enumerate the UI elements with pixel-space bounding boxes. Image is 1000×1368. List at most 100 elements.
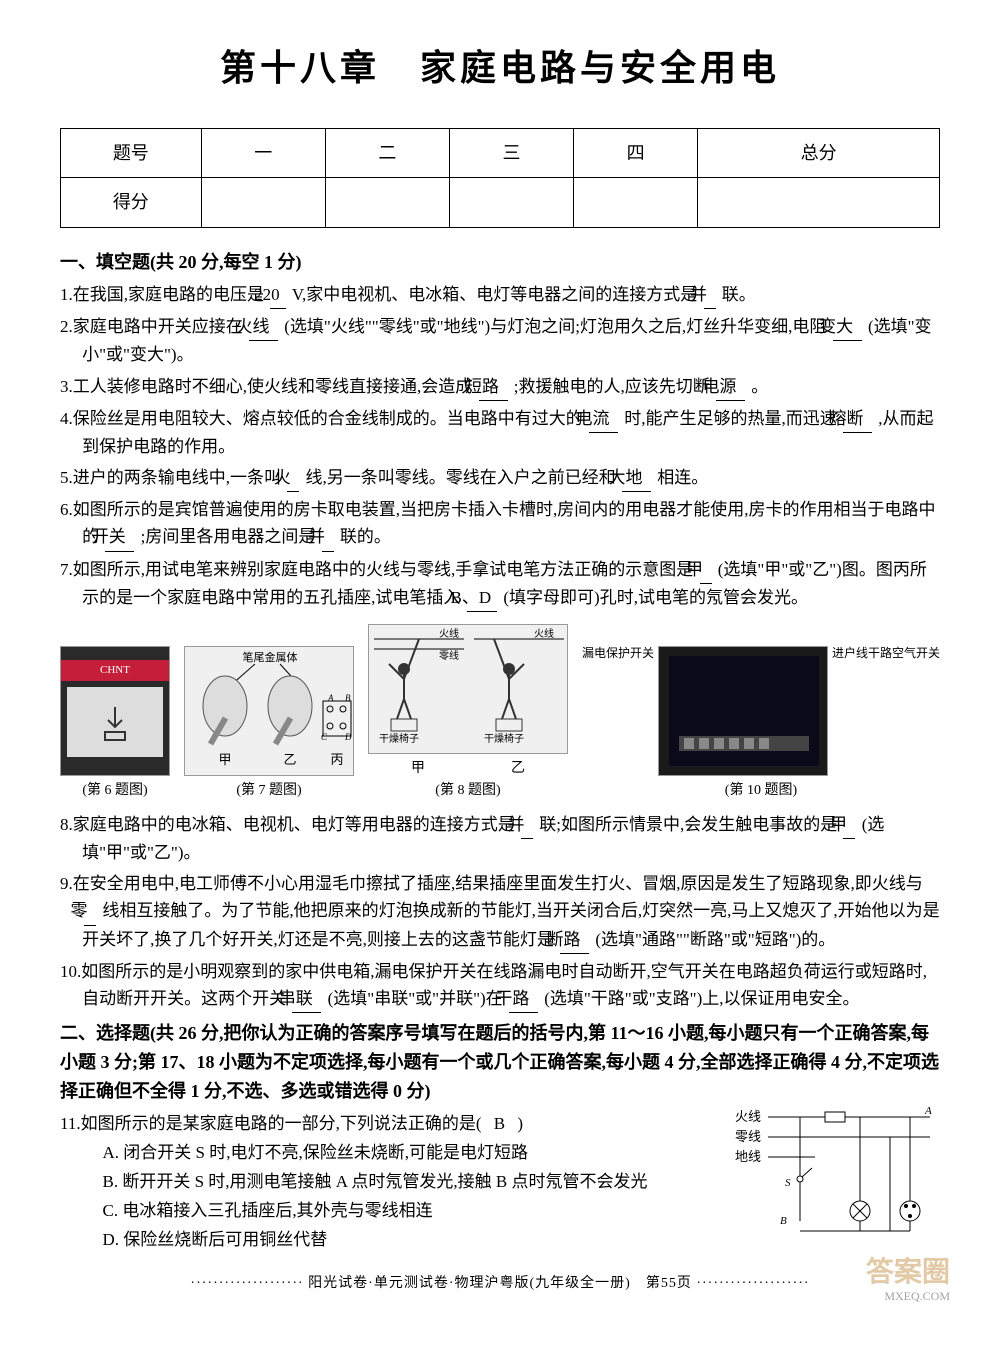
figure-8: 火线 零线 干燥椅子 火线 干燥椅子 甲 乙 (第 8 题图) [368, 624, 568, 803]
svg-text:乙: 乙 [283, 752, 296, 767]
figure-7: 笔尾金属体 A B C D 甲 乙 丙 (第 7 题图) [184, 646, 354, 802]
q-text: 线,另一条叫零线。零线在入户之前已经和 [306, 468, 616, 487]
svg-text:A: A [924, 1106, 932, 1117]
col-header: 三 [449, 128, 573, 178]
blank: 并 [521, 811, 533, 839]
blank: 电流 [589, 405, 618, 433]
question-5: 5.进户的两条输电线中,一条叫 火 线,另一条叫零线。零线在入户之前已经和 大地… [60, 464, 940, 492]
svg-text:S: S [785, 1177, 791, 1189]
q-num: 10. [60, 962, 81, 981]
blank: 甲 [700, 556, 712, 584]
page-footer: ···················· 阳光试卷·单元测试卷·物理沪粤版(九年… [60, 1273, 940, 1295]
question-8: 8.家庭电路中的电冰箱、电视机、电灯等用电器的连接方式是 并 联;如图所示情景中… [60, 811, 940, 866]
svg-text:干燥椅子: 干燥椅子 [484, 732, 524, 745]
blank: 并 [322, 523, 334, 551]
leakage-label: 漏电保护开关 [582, 646, 658, 660]
blank: 火线 [249, 313, 278, 341]
footer-text: 阳光试卷·单元测试卷·物理沪粤版(九年级全一册) 第55页 [308, 1276, 692, 1291]
figure-caption: (第 10 题图) [582, 780, 940, 802]
question-2: 2.家庭电路中开关应接在 火线 (选填"火线""零线"或"地线")与灯泡之间;灯… [60, 313, 940, 368]
question-4: 4.保险丝是用电阻较大、熔点较低的合金线制成的。当电路中有过大的 电流 时,能产… [60, 405, 940, 460]
col-header: 总分 [698, 128, 940, 178]
col-header: 题号 [61, 128, 202, 178]
svg-text:火线: 火线 [735, 1109, 761, 1124]
sub-caption: 甲 [411, 758, 425, 780]
svg-text:D: D [344, 732, 352, 742]
q-num: 4. [60, 409, 73, 428]
blank: 熔断 [843, 405, 872, 433]
q-text: 在安全用电中,电工师傅不小心用湿毛巾擦拭了插座,结果插座里面发生打火、冒烟,原因… [73, 874, 923, 893]
question-10: 10.如图所示的是小明观察到的家中供电箱,漏电保护开关在线路漏电时自动断开,空气… [60, 958, 940, 1013]
test-pen-diagram: 笔尾金属体 A B C D 甲 乙 丙 [184, 646, 354, 776]
q-text: 如图所示,用试电笔来辨别家庭电路中的火线与零线,手拿试电笔方法正确的示意图是 [73, 560, 694, 579]
circuit-icon: 火线 A 零线 地线 S B [730, 1106, 940, 1236]
figure-6: CHNT (第 6 题图) [60, 646, 170, 802]
breaker-box-icon [658, 646, 828, 776]
question-3: 3.工人装修电路时不细心,使火线和零线直接接通,会造成 短路 ;救援触电的人,应… [60, 373, 940, 401]
col-header: 四 [574, 128, 698, 178]
blank: 大地 [622, 464, 651, 492]
q-num: 9. [60, 874, 73, 893]
svg-text:A: A [327, 693, 334, 703]
figures-row: CHNT (第 6 题图) 笔尾金属体 A [60, 624, 940, 803]
q-text: (填字母即可)孔时,试电笔的氖管会发光。 [503, 588, 808, 607]
score-cell [698, 178, 940, 228]
figure-caption: (第 6 题图) [60, 780, 170, 802]
q-num: 2. [60, 317, 73, 336]
svg-text:火线: 火线 [439, 627, 459, 640]
svg-text:干燥椅子: 干燥椅子 [379, 732, 419, 745]
q-text: (选填"串联"或"并联")在 [328, 989, 503, 1008]
question-1: 1.在我国,家庭电路的电压是 220 V,家中电视机、电冰箱、电灯等电器之间的连… [60, 281, 940, 309]
q-num: 8. [60, 815, 73, 834]
q-text: 如图所示的是某家庭电路的一部分,下列说法正确的是( [81, 1114, 482, 1133]
q-text: ;房间里各用电器之间是 [141, 527, 316, 546]
sub-caption: 乙 [511, 758, 525, 780]
col-header: 二 [325, 128, 449, 178]
score-cell [449, 178, 573, 228]
svg-text:B: B [345, 693, 351, 703]
col-header: 一 [201, 128, 325, 178]
pen-tail-label: 笔尾金属体 [242, 650, 297, 664]
q-text: 家庭电路中开关应接在 [73, 317, 243, 336]
question-9: 9.在安全用电中,电工师傅不小心用湿毛巾擦拭了插座,结果插座里面发生打火、冒烟,… [60, 870, 940, 954]
row-label: 得分 [61, 178, 202, 228]
figure-caption: (第 8 题图) [368, 780, 568, 802]
mains-label: 进户线干路空气开关 [828, 646, 940, 660]
card-reader-icon: CHNT [60, 646, 170, 776]
answer: B [486, 1114, 513, 1133]
svg-text:火线: 火线 [534, 627, 554, 640]
bracket-close: ) [517, 1114, 523, 1133]
q-num: 7. [60, 560, 73, 579]
question-6: 6.如图所示的是宾馆普遍使用的房卡取电装置,当把房卡插入卡槽时,房间内的用电器才… [60, 496, 940, 551]
blank: 开关 [105, 523, 134, 551]
score-cell [201, 178, 325, 228]
score-table: 题号 一 二 三 四 总分 得分 [60, 128, 940, 229]
q-text: (选填"通路""断路"或"短路")的。 [595, 930, 835, 949]
section1-title: 一、填空题(共 20 分,每空 1 分) [60, 248, 940, 277]
blank: 电源 [716, 373, 745, 401]
blank: 220 [270, 281, 285, 309]
q-text: 家庭电路中的电冰箱、电视机、电灯等用电器的连接方式是 [73, 815, 515, 834]
circuit-breaker-icon [659, 646, 827, 776]
q-text: 联。 [722, 285, 756, 304]
q-text: 在我国,家庭电路的电压是 [73, 285, 264, 304]
watermark-url: MXEQ.COM [884, 1287, 950, 1306]
blank: B、D [467, 584, 498, 612]
q-num: 3. [60, 377, 73, 396]
blank: 断路 [560, 926, 589, 954]
blank: 甲 [843, 811, 855, 839]
table-header-row: 题号 一 二 三 四 总分 [61, 128, 940, 178]
q-text: V,家中电视机、电冰箱、电灯等电器之间的连接方式是 [292, 285, 697, 304]
svg-text:C: C [321, 732, 328, 742]
chint-label: CHNT [61, 660, 169, 682]
q-text: 联的。 [340, 527, 391, 546]
q-text: 联;如图所示情景中,会发生触电事故的是 [539, 815, 837, 834]
table-score-row: 得分 [61, 178, 940, 228]
q-text: 工人装修电路时不细心,使火线和零线直接接通,会造成 [73, 377, 473, 396]
electric-shock-diagram: 火线 零线 干燥椅子 火线 干燥椅子 [368, 624, 568, 754]
q-text: 相连。 [657, 468, 708, 487]
q11-circuit-diagram: 火线 A 零线 地线 S B [730, 1106, 940, 1243]
person-wire-icon: 火线 零线 干燥椅子 火线 干燥椅子 [369, 624, 567, 754]
section2-title: 二、选择题(共 26 分,把你认为正确的答案序号填写在题后的括号内,第 11～1… [60, 1019, 940, 1105]
blank: 并 [704, 281, 716, 309]
